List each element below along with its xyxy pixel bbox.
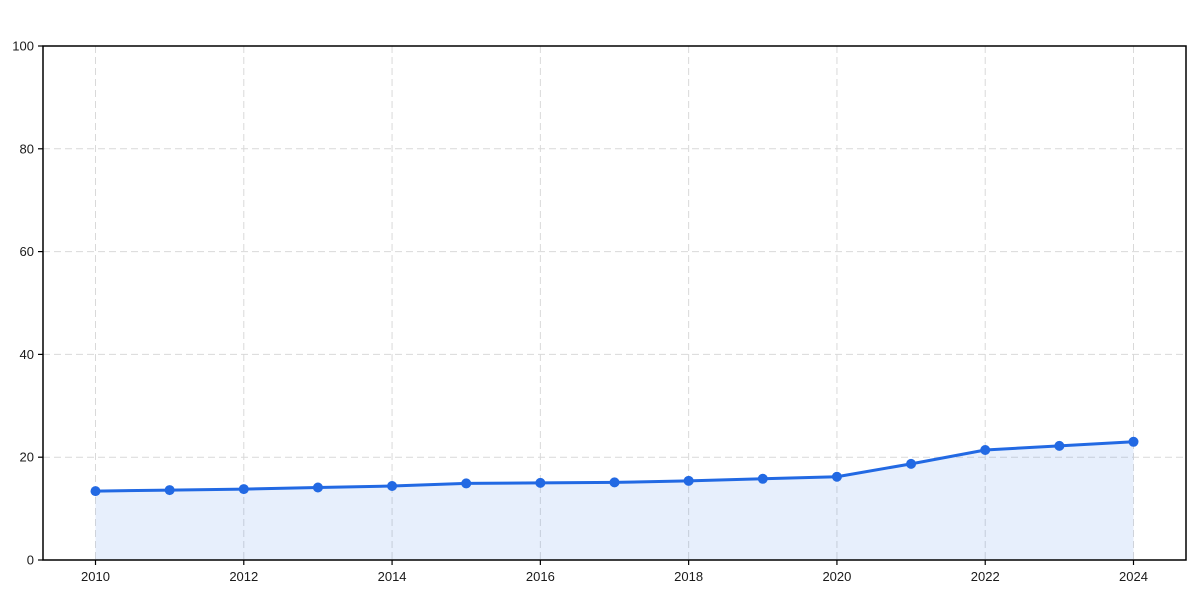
y-axis-tick-label: 0 <box>27 553 34 568</box>
x-axis-tick-label: 2010 <box>81 569 110 584</box>
y-axis-tick-label: 40 <box>20 347 34 362</box>
data-point <box>609 477 620 488</box>
data-point <box>90 486 101 497</box>
data-point <box>312 482 323 493</box>
data-point <box>1054 440 1065 451</box>
x-axis-tick-label: 2022 <box>971 569 1000 584</box>
x-axis-tick-label: 2016 <box>526 569 555 584</box>
data-point <box>535 477 546 488</box>
data-point <box>683 475 694 486</box>
data-point <box>387 480 398 491</box>
x-axis-tick-label: 2014 <box>378 569 407 584</box>
y-axis-tick-label: 60 <box>20 244 34 259</box>
x-axis-tick-label: 2012 <box>229 569 258 584</box>
y-axis-tick-label: 20 <box>20 450 34 465</box>
data-point <box>980 445 991 456</box>
x-axis-tick-label: 2018 <box>674 569 703 584</box>
y-axis-tick-label: 80 <box>20 141 34 156</box>
x-axis-tick-label: 2020 <box>822 569 851 584</box>
data-point <box>1128 436 1139 447</box>
data-point <box>831 471 842 482</box>
data-point <box>906 458 917 469</box>
y-axis-tick-label: 100 <box>12 39 34 54</box>
data-point <box>164 485 175 496</box>
plot-border <box>42 45 1187 561</box>
data-point <box>461 478 472 489</box>
data-point <box>757 473 768 484</box>
data-point <box>238 484 249 495</box>
x-axis-tick-label: 2024 <box>1119 569 1148 584</box>
